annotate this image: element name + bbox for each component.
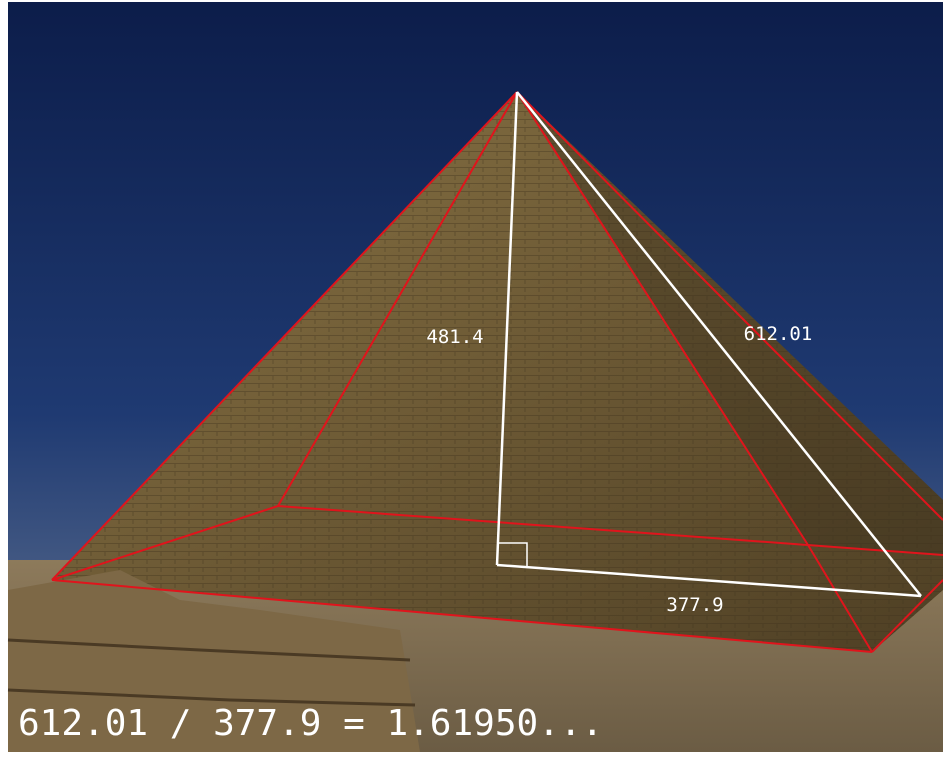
base-label: 377.9 [666, 594, 723, 616]
height-label: 481.4 [426, 326, 483, 348]
ratio-caption: 612.01 / 377.9 = 1.61950... [18, 703, 603, 744]
slant-label: 612.01 [744, 323, 813, 345]
annotated-photo: 481.4 612.01 377.9 612.01 / 377.9 = 1.61… [0, 0, 943, 757]
photo [8, 2, 943, 752]
